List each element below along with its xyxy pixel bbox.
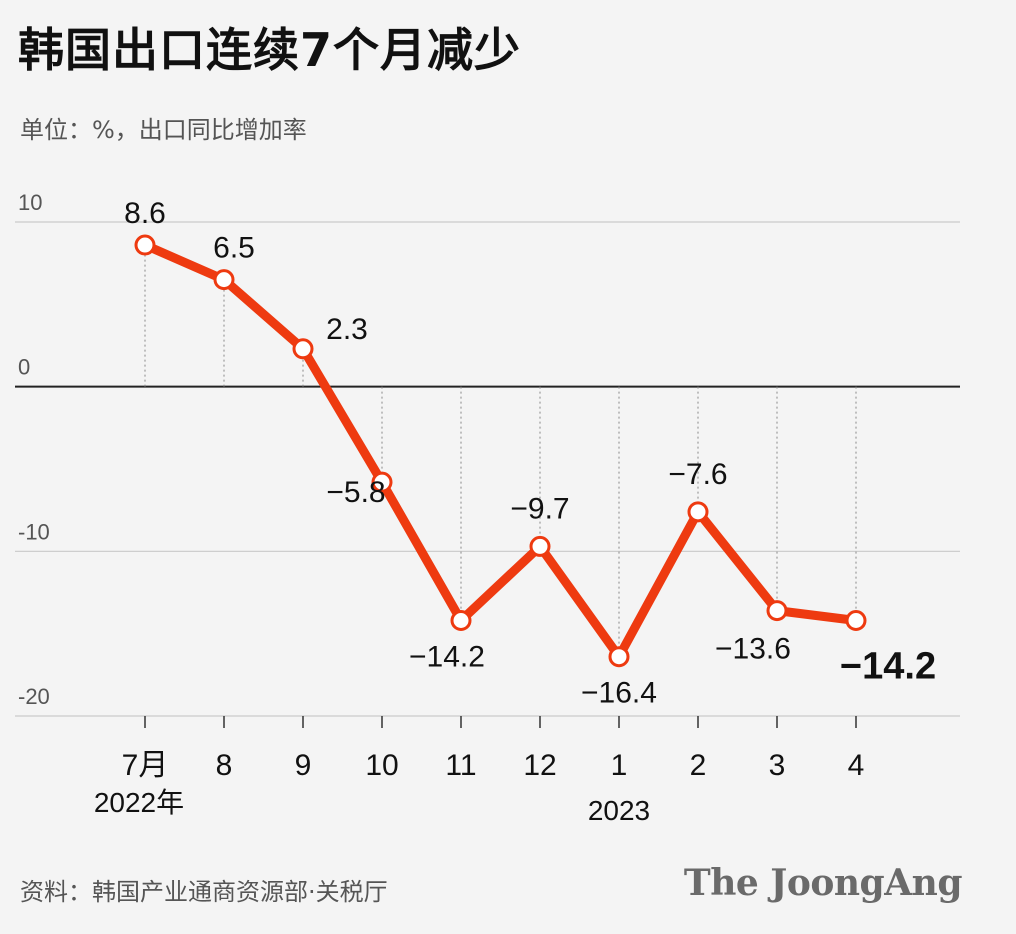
data-label: 6.5: [213, 232, 255, 265]
data-label: −5.8: [326, 476, 385, 509]
y-tick-label: 0: [18, 355, 30, 380]
data-label: −13.6: [715, 633, 791, 666]
chart-title: 韩国出口连续7个月减少: [18, 23, 522, 77]
data-point: [292, 338, 314, 360]
data-point: [687, 501, 709, 523]
data-label: 8.6: [124, 197, 166, 230]
data-point: [134, 234, 156, 256]
x-tick-label: 7月: [122, 749, 169, 782]
series-line: [140, 240, 861, 662]
x-tick-label: 4: [848, 749, 865, 782]
data-point: [450, 609, 472, 631]
source-note: 资料：韩国产业通商资源部·关税厅: [20, 878, 388, 906]
data-point: [529, 535, 551, 557]
x-tick-label: 3: [769, 749, 786, 782]
x-tick-label: 8: [216, 749, 233, 782]
data-label: 2.3: [326, 313, 368, 346]
x-tick-label: 1: [611, 749, 628, 782]
y-tick-label: -20: [18, 684, 50, 709]
data-point: [371, 471, 393, 493]
x-tick-label: 2: [690, 749, 707, 782]
x-tick-label: 10: [365, 749, 398, 782]
data-label: −16.4: [581, 677, 657, 710]
x-tick-label: 11: [445, 749, 476, 782]
data-point: [608, 646, 630, 668]
x-tick-label: 12: [523, 749, 556, 782]
data-label: −9.7: [510, 492, 569, 525]
x-tick-label: 9: [295, 749, 312, 782]
chart-subtitle: 单位：%，出口同比增加率: [20, 116, 307, 144]
brand-logo: The JoongAng: [683, 862, 963, 904]
year-label: 2022年: [94, 787, 184, 818]
data-point: [213, 269, 235, 291]
y-tick-label: 10: [18, 190, 42, 215]
data-label: −7.6: [668, 458, 727, 491]
data-point: [845, 609, 867, 631]
y-tick-label: -10: [18, 519, 50, 544]
data-label: −14.2: [840, 645, 936, 687]
data-label: −14.2: [409, 640, 485, 673]
data-point: [766, 600, 788, 622]
year-label: 2023: [588, 795, 650, 826]
